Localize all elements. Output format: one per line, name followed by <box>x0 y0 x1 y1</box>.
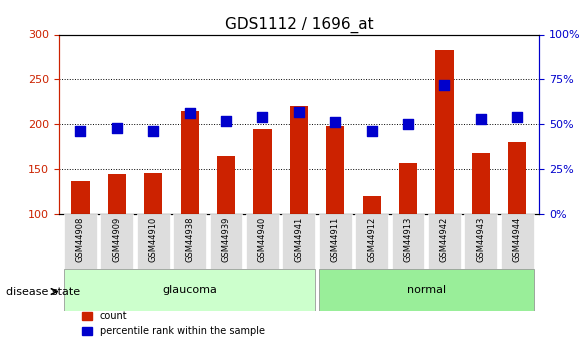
Text: GSM44944: GSM44944 <box>513 217 522 262</box>
Text: GSM44938: GSM44938 <box>185 217 194 262</box>
Point <box>222 118 231 124</box>
Bar <box>326 126 345 214</box>
Point <box>149 129 158 134</box>
Text: GSM44943: GSM44943 <box>476 217 485 262</box>
Bar <box>217 156 235 214</box>
Legend: count, percentile rank within the sample: count, percentile rank within the sample <box>78 307 268 340</box>
Point <box>185 111 195 116</box>
Point <box>76 129 85 134</box>
Bar <box>399 163 417 214</box>
Bar <box>289 106 308 214</box>
FancyBboxPatch shape <box>465 214 498 269</box>
Point <box>294 109 304 115</box>
Point <box>331 120 340 125</box>
Bar <box>71 181 90 214</box>
Text: GSM44942: GSM44942 <box>440 217 449 262</box>
FancyBboxPatch shape <box>428 214 461 269</box>
FancyBboxPatch shape <box>246 214 279 269</box>
Text: GSM44941: GSM44941 <box>294 217 304 262</box>
FancyBboxPatch shape <box>319 214 352 269</box>
Text: GSM44912: GSM44912 <box>367 217 376 262</box>
Point <box>513 114 522 120</box>
FancyBboxPatch shape <box>210 214 243 269</box>
Text: normal: normal <box>407 285 446 295</box>
Bar <box>435 50 454 214</box>
Text: GSM44908: GSM44908 <box>76 217 85 262</box>
Text: GSM44939: GSM44939 <box>222 217 230 262</box>
Title: GDS1112 / 1696_at: GDS1112 / 1696_at <box>224 17 373 33</box>
Text: disease state: disease state <box>6 287 80 296</box>
FancyBboxPatch shape <box>282 214 315 269</box>
FancyBboxPatch shape <box>173 214 206 269</box>
Text: glaucoma: glaucoma <box>162 285 217 295</box>
Bar <box>108 175 126 214</box>
Text: GSM44911: GSM44911 <box>331 217 340 262</box>
Text: GSM44910: GSM44910 <box>149 217 158 262</box>
FancyBboxPatch shape <box>64 269 315 310</box>
Bar <box>472 153 490 214</box>
FancyBboxPatch shape <box>100 214 133 269</box>
Bar <box>144 172 162 214</box>
Text: GSM44913: GSM44913 <box>404 217 413 262</box>
Bar <box>180 111 199 214</box>
FancyBboxPatch shape <box>355 214 388 269</box>
Text: GSM44940: GSM44940 <box>258 217 267 262</box>
FancyBboxPatch shape <box>319 269 534 310</box>
Point <box>367 129 376 134</box>
Point <box>440 82 449 88</box>
Bar <box>363 196 381 214</box>
FancyBboxPatch shape <box>391 214 424 269</box>
Point <box>258 114 267 120</box>
Bar <box>253 129 271 214</box>
Bar <box>508 142 526 214</box>
Point <box>476 116 486 121</box>
Point <box>112 125 121 130</box>
Text: GSM44909: GSM44909 <box>113 217 121 262</box>
FancyBboxPatch shape <box>501 214 534 269</box>
FancyBboxPatch shape <box>137 214 169 269</box>
Point <box>403 121 413 127</box>
FancyBboxPatch shape <box>64 214 97 269</box>
